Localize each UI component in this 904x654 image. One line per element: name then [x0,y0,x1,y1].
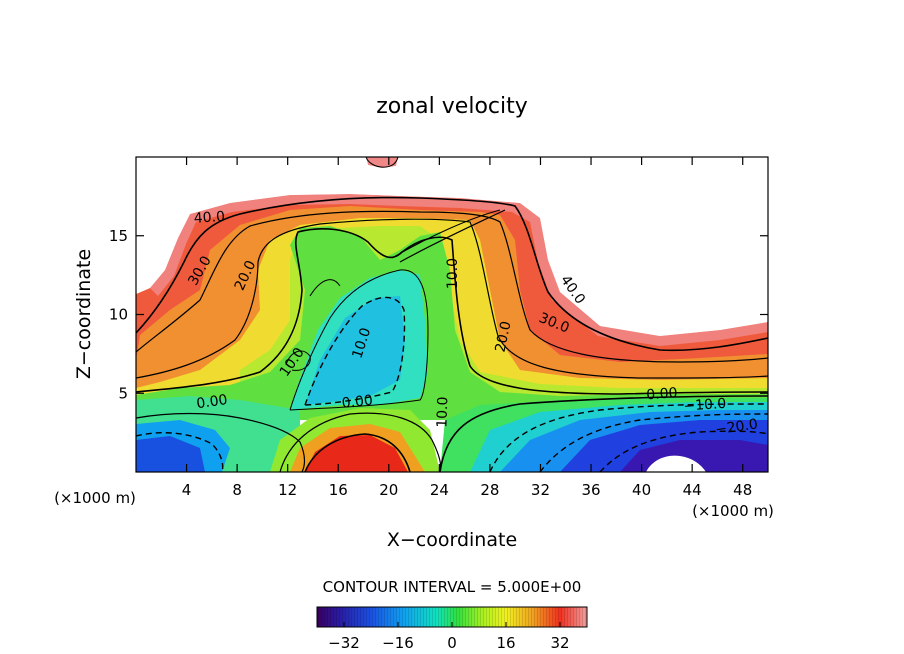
colorbar-tick-label: −32 [328,634,360,652]
contour-line [399,209,506,263]
x-tick-label: 48 [733,481,752,499]
region-undefined-bottom [646,455,706,472]
contour-label: 10.0 [434,396,451,428]
region-cyan-core [305,296,405,405]
contour-label: −20.0 [714,416,759,438]
contour-line [439,395,768,472]
x-tick-label: 44 [683,481,702,499]
colorbar-axis: −32 −16 0 16 32 [328,622,570,652]
contour-line [489,403,768,472]
chart-title: zonal velocity [376,94,528,119]
contour-label: 40.0 [193,209,225,227]
contour-line [365,157,399,168]
colorbar-tick-label: 32 [550,634,569,652]
contour-label: 0.00 [341,393,374,412]
contour-line [289,269,429,411]
contour-line [304,433,411,472]
contour-label: 10.0 [445,258,461,289]
x-tick-label: 12 [278,481,297,499]
y-tick-label: 15 [109,227,128,245]
x-tick-label: 32 [531,481,550,499]
x-tick-label: 40 [632,481,651,499]
contour-label-layer: 40.030.0 20.010.010.00.00 0.0010.010.020.0… [185,209,759,438]
contour-line [136,218,768,379]
colorbar-texture [317,607,587,627]
contour-interval-text: CONTOUR INTERVAL = 5.000E+00 [323,578,582,596]
contour-label: 0.00 [195,392,228,412]
region-lower-left-deepblue [136,436,205,472]
contour-label: 20.0 [492,320,514,354]
contour-label: −10.0 [683,396,727,415]
contour-line [279,412,442,472]
y-tick-label: 10 [109,306,128,324]
colorbar-tick-label: 0 [447,634,457,652]
colorbar-tick-label: −16 [382,634,414,652]
x-axis-label: X−coordinate [387,529,517,551]
velocity-field [136,157,768,472]
contour-line [539,413,768,472]
contour-line [136,432,224,472]
region-green [136,226,768,420]
contour-line [136,210,768,363]
contour-line [391,209,501,259]
contour-line [599,430,768,472]
x-axis: 4 8 12 16 20 24 28 32 36 40 44 48 [182,157,752,499]
contour-label: 0.00 [646,385,678,403]
contour-lines [136,157,768,472]
contour-line [285,350,311,371]
contour-line [304,296,406,406]
contour-line [136,196,768,352]
colorbar-tick-label: 16 [496,634,515,652]
x-tick-label: 20 [379,481,398,499]
y-tick-label: 5 [118,384,128,402]
x-tick-label: 16 [329,481,348,499]
x-tick-label: 4 [182,481,192,499]
y-axis-label: Z−coordinate [73,249,95,379]
region-undefined-top [136,157,768,336]
y-axis: 5 10 15 [109,227,768,402]
x-tick-label: 8 [232,481,242,499]
x-tick-label: 24 [430,481,449,499]
x-unit-right: (×1000 m) [692,502,774,520]
region-jet-margin [150,194,768,346]
contour-line [309,279,341,297]
x-tick-label: 28 [480,481,499,499]
x-unit-left: (×1000 m) [54,489,136,507]
x-tick-label: 36 [581,481,600,499]
contour-line [136,412,305,472]
